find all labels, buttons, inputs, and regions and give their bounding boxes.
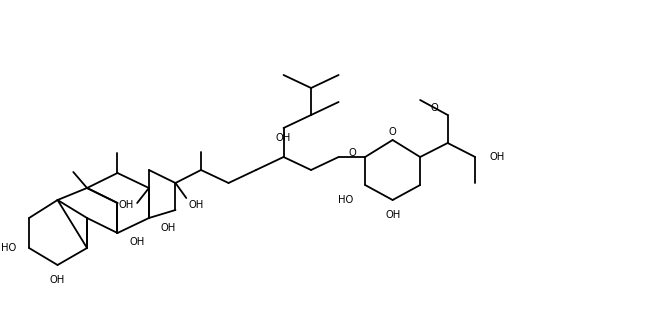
Text: OH: OH <box>50 275 65 285</box>
Text: OH: OH <box>490 152 505 162</box>
Text: O: O <box>430 103 438 113</box>
Text: OH: OH <box>385 210 400 220</box>
Text: HO: HO <box>1 243 16 253</box>
Text: OH: OH <box>119 200 134 210</box>
Text: O: O <box>388 127 396 137</box>
Text: OH: OH <box>161 223 176 233</box>
Text: OH: OH <box>188 200 203 210</box>
Text: OH: OH <box>129 237 145 247</box>
Text: OH: OH <box>276 133 291 143</box>
Text: O: O <box>349 148 356 158</box>
Text: HO: HO <box>338 195 353 205</box>
